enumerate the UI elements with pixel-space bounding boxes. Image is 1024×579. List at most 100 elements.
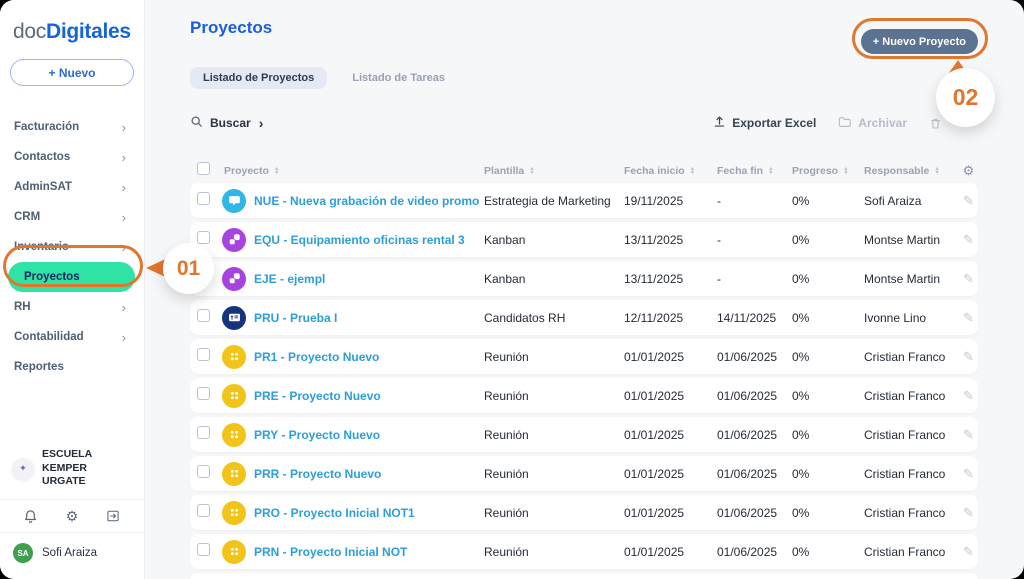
edit-icon[interactable]: ✎ [963,309,974,325]
sidebar-item-label: Contabilidad [14,331,84,343]
cell-fecha-fin: - [717,271,721,286]
cell-fecha-inicio: 13/11/2025 [624,232,684,247]
grid-icon [222,422,246,447]
column-responsable[interactable]: Responsable ▲ ▼ [864,165,940,177]
cell-responsable: Cristian Franco [864,427,946,442]
project-name-link[interactable]: PRO - Proyecto Inicial NOT1 [254,505,415,520]
logout-icon[interactable] [102,505,124,527]
export-excel-button[interactable]: Exportar Excel [713,115,816,131]
edit-icon[interactable]: ✎ [963,270,974,286]
column-proyecto[interactable]: Proyecto ▲ ▼ [224,165,280,177]
sidebar-item-crm[interactable]: CRM › [0,202,144,232]
trash-icon[interactable] [929,117,942,130]
search-control[interactable]: Buscar › [190,115,263,131]
cell-plantilla: Candidatos RH [484,310,566,325]
project-name-link[interactable]: NUE - Nueva grabación de video promo [254,193,480,208]
main-content: Proyectos + Nuevo Proyecto Listado de Pr… [145,0,1024,579]
row-checkbox[interactable] [197,308,210,322]
row-checkbox[interactable] [197,269,210,283]
row-checkbox[interactable] [197,503,210,517]
logo-prefix: doc [13,20,46,43]
bell-icon[interactable] [20,505,42,527]
gear-icon[interactable]: ⚙ [65,507,79,524]
project-name-link[interactable]: EQU - Equipamiento oficinas rental 3 [254,232,465,247]
cell-fecha-fin: 01/06/2025 [717,349,778,364]
table-row[interactable]: PRE - Proyecto Nuevo Reunión 01/01/2025 … [190,378,978,413]
sidebar-item-inventario[interactable]: Inventario › [0,232,144,262]
project-name-link[interactable]: PRN - Proyecto Inicial NOT [254,544,408,559]
table-row[interactable]: EJE - ejempl Kanban 13/11/2025 - 0% Mont… [190,261,978,296]
edit-icon[interactable]: ✎ [963,504,974,520]
row-checkbox[interactable] [197,464,210,478]
sidebar-item-contabilidad[interactable]: Contabilidad › [0,322,144,352]
column-fecha-inicio[interactable]: Fecha inicio ▲ ▼ [624,165,696,177]
cell-fecha-fin: 01/06/2025 [717,427,778,442]
edit-icon[interactable]: ✎ [963,543,974,559]
table-row[interactable]: PRU - Prueba I Candidatos RH 12/11/2025 … [190,300,978,335]
user-section[interactable]: SA Sofi Araiza [0,533,144,579]
project-name-link[interactable]: PRY - Proyecto Nuevo [254,427,381,442]
search-icon [190,115,203,131]
company-name: ESCUELA KEMPER URGATE [42,448,92,488]
archive-button[interactable]: Archivar [838,115,907,132]
sidebar-item-adminsat[interactable]: AdminSAT › [0,172,144,202]
row-checkbox[interactable] [197,542,210,556]
edit-icon[interactable]: ✎ [963,348,974,364]
table-row[interactable]: PRR - Proyecto Nuevo Reunión 01/01/2025 … [190,456,978,491]
project-name-link[interactable]: PRR - Proyecto Nuevo [254,466,382,481]
table-row[interactable]: PRT - Proyecto Inicial Personalizado 01/… [190,573,978,579]
table-row[interactable]: PRO - Proyecto Inicial NOT1 Reunión 01/0… [190,495,978,530]
new-button[interactable]: + Nuevo [10,59,134,86]
sidebar-item-reportes[interactable]: Reportes › [0,352,144,382]
cell-fecha-fin: 01/06/2025 [717,544,778,559]
table-row[interactable]: EQU - Equipamiento oficinas rental 3 Kan… [190,222,978,257]
column-plantilla[interactable]: Plantilla ▲ ▼ [484,165,535,177]
new-project-button[interactable]: + Nuevo Proyecto [860,29,978,54]
tab-listado-de-proyectos[interactable]: Listado de Proyectos [190,67,328,89]
table-row[interactable]: PRN - Proyecto Inicial NOT Reunión 01/01… [190,534,978,569]
sidebar-item-rh[interactable]: RH › [0,292,144,322]
table-row[interactable]: PRY - Proyecto Nuevo Reunión 01/01/2025 … [190,417,978,452]
column-progreso[interactable]: Progreso ▲ ▼ [792,165,849,177]
edit-icon[interactable]: ✎ [963,426,974,442]
column-fecha-fin[interactable]: Fecha fin ▲ ▼ [717,165,774,177]
sidebar-item-proyectos[interactable]: Proyectos › [8,262,135,292]
sidebar-item-contactos[interactable]: Contactos › [0,142,144,172]
project-name-link[interactable]: PR1 - Proyecto Nuevo [254,349,380,364]
row-checkbox[interactable] [197,347,210,361]
row-checkbox[interactable] [197,230,210,244]
grid-icon [222,383,246,408]
cell-responsable: Sofi Araiza [864,193,922,208]
row-checkbox[interactable] [197,191,210,205]
toolbar: Buscar › Exportar Excel Archivar [190,114,978,132]
company-logo-icon: ✦ [12,457,34,480]
edit-icon[interactable]: ✎ [963,192,974,208]
tab-listado-de-tareas[interactable]: Listado de Tareas [352,72,445,84]
row-checkbox[interactable] [197,386,210,400]
edit-icon[interactable]: ✎ [963,465,974,481]
sidebar-item-facturación[interactable]: Facturación › [0,112,144,142]
edit-icon[interactable]: ✎ [963,231,974,247]
table-row[interactable]: PR1 - Proyecto Nuevo Reunión 01/01/2025 … [190,339,978,374]
page-title: Proyectos [190,18,273,37]
cell-plantilla: Reunión [484,544,529,559]
row-checkbox[interactable] [197,425,210,439]
cell-progreso: 0% [792,505,810,520]
sidebar-nav: Facturación › Contactos › AdminSAT › CRM… [0,112,144,382]
user-name: Sofi Araiza [42,547,97,559]
edit-icon[interactable]: ✎ [963,387,974,403]
cell-plantilla: Estrategia de Marketing [484,193,611,208]
column-settings-gear-icon[interactable]: ⚙ [962,163,975,178]
company-section[interactable]: ✦ ESCUELA KEMPER URGATE [0,440,144,499]
table-row[interactable]: NUE - Nueva grabación de video promo Est… [190,183,978,218]
project-name-link[interactable]: EJE - ejempl [254,271,326,286]
select-all-checkbox[interactable] [197,162,210,175]
sidebar-item-label: AdminSAT [14,181,72,193]
project-name-link[interactable]: PRU - Prueba I [254,310,338,325]
sidebar-item-label: RH [14,301,31,313]
cell-fecha-fin: 01/06/2025 [717,505,778,520]
project-name-link[interactable]: PRE - Proyecto Nuevo [254,388,381,403]
cell-plantilla: Reunión [484,349,529,364]
cell-progreso: 0% [792,466,810,481]
